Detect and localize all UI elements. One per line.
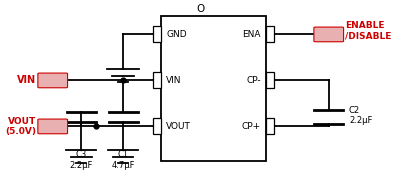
Text: C1
4.7μF: C1 4.7μF	[111, 150, 135, 170]
Text: CP+: CP+	[241, 122, 260, 131]
Text: VOUT: VOUT	[166, 122, 190, 131]
Text: ENA: ENA	[242, 30, 260, 39]
Bar	[152, 73, 161, 88]
Bar	[152, 118, 161, 134]
Text: VOUT
(5.0V): VOUT (5.0V)	[5, 117, 36, 136]
Bar	[265, 118, 273, 134]
Text: C3
2.2μF: C3 2.2μF	[69, 150, 93, 170]
Text: VIN: VIN	[17, 75, 36, 86]
Text: ENABLE
/DISABLE: ENABLE /DISABLE	[344, 21, 391, 40]
Bar	[152, 26, 161, 42]
Text: O: O	[196, 4, 205, 14]
FancyBboxPatch shape	[38, 73, 67, 88]
Text: GND: GND	[166, 30, 186, 39]
Bar	[161, 16, 265, 161]
Text: VIN: VIN	[166, 76, 181, 85]
Bar	[265, 26, 273, 42]
Text: CP-: CP-	[246, 76, 260, 85]
Text: C2
2.2μF: C2 2.2μF	[348, 106, 371, 125]
Bar	[265, 73, 273, 88]
FancyBboxPatch shape	[38, 119, 67, 134]
FancyBboxPatch shape	[313, 27, 343, 42]
